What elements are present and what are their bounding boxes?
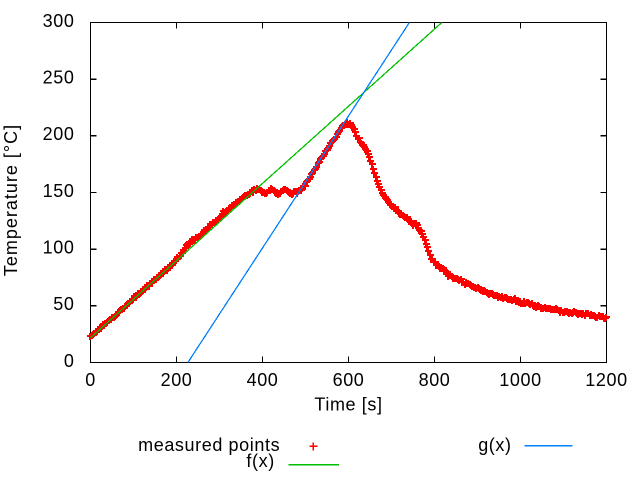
svg-text:200: 200 — [43, 124, 75, 144]
svg-text:250: 250 — [43, 68, 75, 88]
svg-text:100: 100 — [43, 238, 75, 258]
svg-text:0: 0 — [85, 370, 96, 390]
svg-text:300: 300 — [43, 11, 75, 31]
svg-text:1000: 1000 — [499, 370, 541, 390]
svg-text:50: 50 — [53, 294, 74, 314]
svg-text:measured points: measured points — [138, 435, 280, 455]
svg-text:Time [s]: Time [s] — [314, 395, 382, 415]
svg-text:150: 150 — [43, 181, 75, 201]
svg-text:200: 200 — [161, 370, 193, 390]
svg-text:0: 0 — [64, 351, 75, 371]
svg-text:600: 600 — [333, 370, 365, 390]
svg-text:1200: 1200 — [585, 370, 627, 390]
svg-text:400: 400 — [247, 370, 279, 390]
svg-text:800: 800 — [419, 370, 451, 390]
svg-text:f(x): f(x) — [246, 451, 274, 471]
svg-text:Temperature [°C]: Temperature [°C] — [1, 124, 21, 276]
svg-text:g(x): g(x) — [478, 435, 511, 455]
